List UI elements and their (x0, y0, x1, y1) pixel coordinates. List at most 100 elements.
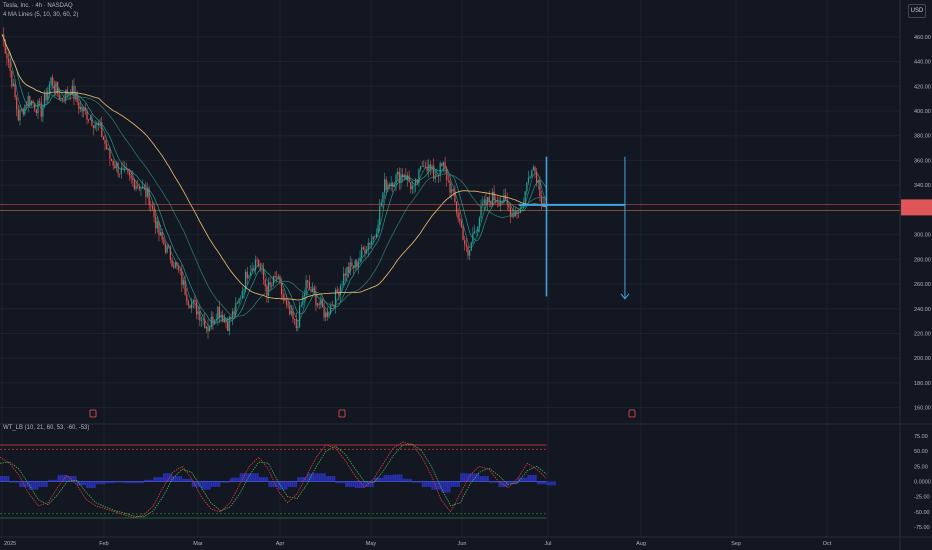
osc-hist-bar (548, 481, 551, 486)
candle-body (112, 160, 114, 166)
osc-hist-bar (396, 474, 399, 482)
candle-body (236, 302, 239, 304)
currency-button[interactable]: USD (908, 4, 926, 18)
osc-hist-bar (139, 481, 142, 484)
osc-hist-bar (339, 481, 342, 484)
osc-hist-bar (343, 481, 345, 484)
osc-hist-bar (32, 481, 35, 490)
event-marker-icon (89, 409, 97, 418)
candle-body (361, 247, 363, 258)
osc-hist-bar (485, 476, 487, 482)
candle-body (128, 172, 131, 176)
osc-hist-bar (362, 481, 365, 489)
candle-body (184, 280, 186, 295)
candle-body (330, 305, 332, 314)
osc-hist-bar (207, 481, 209, 490)
ma-10-line (1, 34, 547, 324)
candle-body (287, 304, 289, 306)
osc-hist-bar (391, 474, 393, 482)
candle-body (529, 176, 531, 178)
arrow-head (620, 293, 630, 300)
candle-body (326, 312, 328, 317)
candle-body (493, 191, 495, 201)
time-tick-label: Apr (276, 541, 285, 547)
osc-hist-bar (398, 474, 401, 482)
candle-body (107, 148, 109, 150)
osc-hist-bar (389, 474, 391, 482)
candle-body (272, 275, 275, 285)
price-tick-label: 260.00 (914, 282, 931, 288)
osc-hist-bar (306, 473, 309, 482)
candle-body (383, 179, 386, 193)
candle-body (462, 227, 464, 241)
osc-hist-bar (258, 477, 261, 482)
osc-hist-bar (185, 478, 188, 482)
osc-hist-bar (536, 481, 539, 485)
osc-hist-bar (226, 481, 228, 483)
candle-body (55, 82, 57, 92)
candle-body (52, 77, 54, 87)
candle-body (132, 177, 134, 181)
osc-hist-bar (531, 474, 533, 482)
candle-body (285, 300, 288, 305)
osc-hist-bar (494, 481, 497, 483)
candle-body (325, 312, 327, 318)
candle-body (331, 305, 333, 306)
candle-body (415, 179, 417, 186)
time-tick-label: Oct (823, 541, 832, 547)
candle-body (392, 182, 394, 187)
osc-hist-bar (437, 481, 439, 490)
candle-body (253, 268, 255, 271)
osc-hist-bar (448, 481, 451, 493)
candle-body (71, 85, 73, 95)
candle-body (267, 282, 270, 296)
candle-body (362, 247, 364, 250)
candle-body (70, 92, 72, 95)
osc-hist-bar (30, 481, 33, 490)
osc-hist-bar (132, 481, 135, 484)
osc-hist-bar (423, 481, 426, 487)
candle-body (99, 122, 101, 126)
osc-hist-bar (0, 476, 2, 482)
osc-hist-bar (544, 481, 547, 485)
candle-body (137, 185, 139, 187)
osc-hist-bar (329, 476, 332, 482)
candle-body (544, 203, 546, 205)
time-tick-label: May (366, 541, 377, 547)
osc-hist-bar (149, 479, 152, 482)
candle-body (444, 162, 446, 169)
candle-body (372, 236, 374, 241)
candle-body (421, 166, 423, 167)
candle-body (248, 276, 250, 278)
candle-body (436, 175, 438, 177)
osc-hist-bar (452, 481, 455, 487)
osc-hist-bar (552, 481, 554, 486)
osc-hist-bar (487, 476, 489, 482)
osc-tick-label: -50.00 (914, 510, 930, 516)
candle-body (509, 207, 512, 217)
osc-hist-bar (157, 477, 159, 482)
candle-body (536, 171, 538, 183)
candle-body (16, 97, 18, 110)
price-tick-label: 460.00 (914, 35, 931, 41)
candle-body (279, 276, 281, 283)
osc-hist-bar (465, 473, 468, 482)
osc-hist-bar (262, 477, 265, 482)
time-tick-label: Jun (458, 541, 467, 547)
osc-hist-bar (462, 473, 464, 482)
osc-hist-bar (201, 481, 204, 490)
candle-body (17, 109, 19, 121)
candle-body (4, 40, 6, 54)
price-tick-label: 380.00 (914, 134, 931, 140)
osc-hist-bar (299, 477, 301, 482)
candle-body (542, 203, 544, 204)
candle-body (305, 280, 307, 293)
osc-hist-bar (354, 481, 357, 489)
osc-hist-bar (184, 478, 186, 482)
candle-body (501, 201, 503, 203)
osc-hist-bar (442, 481, 445, 493)
price-tick-label: 280.00 (914, 257, 931, 263)
osc-hist-bar (533, 474, 535, 482)
osc-hist-bar (264, 477, 267, 482)
